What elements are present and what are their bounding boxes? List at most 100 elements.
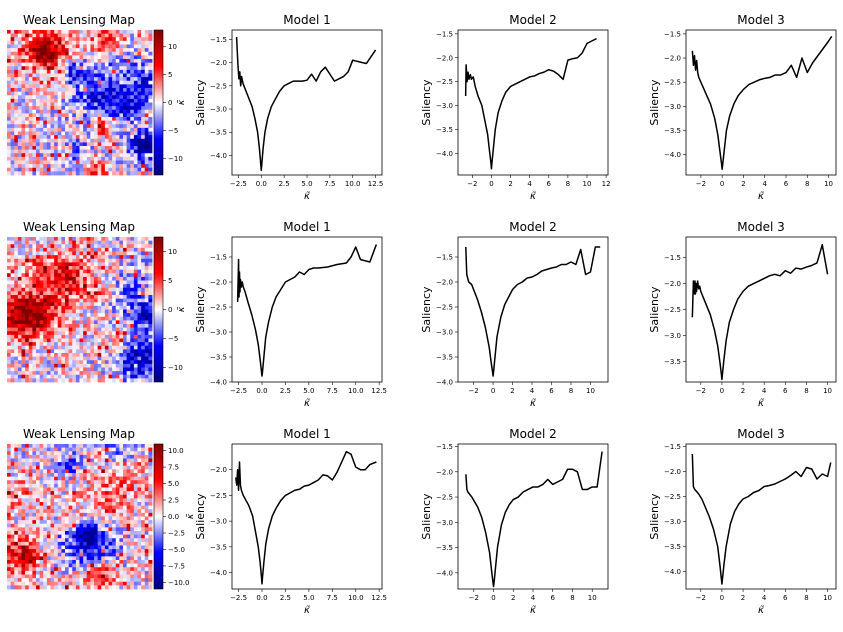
y-axis-label: Saliency: [420, 79, 433, 126]
y-tick-label: −1.5: [664, 443, 681, 451]
y-tick-label: −3.5: [436, 354, 453, 362]
x-tick-label: 2.5: [280, 594, 291, 602]
y-tick-label: −2.5: [436, 304, 453, 312]
x-tick-label: 6: [551, 594, 556, 602]
colorbar-tick-label: 0: [168, 99, 172, 107]
x-tick-label: 4: [762, 387, 767, 395]
y-axis-label: Saliency: [194, 79, 207, 126]
x-axis-label: κ̃: [530, 397, 536, 409]
plot-axes: [231, 29, 383, 176]
plot-axes: [457, 236, 609, 383]
plot-title: Model 1: [283, 427, 330, 441]
y-tick-label: −2.5: [436, 78, 453, 86]
colorbar-tick-label: 10.0: [168, 447, 184, 455]
x-tick-label: 0.0: [256, 387, 267, 395]
x-tick-label: −2: [468, 387, 478, 395]
colorbar: [153, 29, 164, 176]
y-tick-label: −2.0: [436, 279, 453, 287]
plot-axes: [457, 29, 609, 176]
x-tick-label: 8: [805, 180, 809, 188]
x-tick-label: 10.0: [348, 387, 364, 395]
x-tick-label: 8: [569, 387, 573, 395]
y-tick-label: −3.0: [664, 518, 681, 526]
colorbar-tick-label: −5.0: [168, 546, 185, 554]
x-tick-label: 2: [741, 594, 745, 602]
x-tick-label: 8: [804, 594, 808, 602]
x-tick-label: 0: [720, 180, 724, 188]
y-tick-label: −2.5: [210, 304, 227, 312]
map-title: Weak Lensing Map: [23, 13, 135, 27]
saliency-line: [236, 244, 378, 377]
saliency-line: [691, 453, 832, 585]
x-axis-label: κ̃: [758, 397, 764, 409]
y-axis-label: Saliency: [648, 493, 661, 540]
y-tick-label: −2.0: [664, 55, 681, 63]
y-tick-label: −2.5: [664, 306, 681, 314]
x-tick-label: 2: [508, 180, 512, 188]
x-tick-label: −2.5: [230, 594, 247, 602]
saliency-line: [691, 244, 829, 381]
y-tick-label: −1.5: [664, 30, 681, 38]
colorbar-tick-label: −5: [168, 127, 178, 135]
x-tick-label: −2.5: [230, 180, 247, 188]
y-tick-label: −4.0: [436, 150, 453, 158]
x-tick-label: −2: [696, 387, 706, 395]
x-axis-label: κ̃: [758, 190, 764, 202]
saliency-panel-model-2: Model 2 −2 0 2 4 6 8 10 −1.5 −2.0 −2.5 −3.0 −3.5 −4.0…: [420, 220, 609, 409]
colorbar-tick-label: −10: [168, 155, 183, 163]
x-tick-label: 10: [824, 180, 833, 188]
y-tick-label: −1.5: [210, 254, 227, 262]
y-axis-label: Saliency: [194, 286, 207, 333]
map-title: Weak Lensing Map: [23, 220, 135, 234]
x-tick-label: 2: [741, 180, 745, 188]
x-axis-label: κ̃: [530, 190, 536, 202]
y-axis-label: Saliency: [648, 286, 661, 333]
x-tick-label: −2: [467, 180, 477, 188]
x-tick-label: 4: [531, 594, 536, 602]
y-tick-label: −3.0: [664, 332, 681, 340]
x-tick-label: 7.5: [327, 387, 338, 395]
colorbar-tick-label: 10: [168, 43, 177, 51]
plot-axes: [685, 443, 837, 590]
y-tick-label: −3.0: [436, 102, 453, 110]
x-tick-label: 2: [741, 387, 745, 395]
x-tick-label: 4: [530, 387, 535, 395]
y-tick-label: −1.5: [210, 36, 227, 44]
x-tick-label: 10.0: [348, 594, 364, 602]
y-tick-label: −2.5: [210, 492, 227, 500]
y-tick-label: −1.5: [436, 254, 453, 262]
colorbar-tick-label: 5.0: [168, 480, 179, 488]
x-tick-label: 0: [720, 387, 724, 395]
x-tick-label: 6: [783, 594, 788, 602]
x-tick-label: 10: [588, 594, 597, 602]
colorbar-tick-label: −2.5: [168, 529, 185, 537]
colorbar-tick-label: 0: [168, 306, 172, 314]
saliency-line: [465, 451, 603, 588]
x-tick-label: 10: [586, 387, 595, 395]
x-tick-label: −2: [696, 180, 706, 188]
y-tick-label: −3.0: [210, 329, 227, 337]
x-tick-label: 7.5: [324, 180, 335, 188]
y-tick-label: −3.5: [436, 544, 453, 552]
weak-lensing-map-panel: Weak Lensing Map 10.0 7.5 5.0 2.5 0.0 −2.5 −5.0…: [7, 427, 196, 590]
colorbar: [153, 236, 164, 383]
plot-title: Model 2: [509, 220, 556, 234]
y-tick-label: −4.0: [210, 379, 227, 387]
y-axis-label: Saliency: [420, 286, 433, 333]
saliency-line: [465, 246, 601, 377]
y-tick-label: −3.5: [664, 543, 681, 551]
x-axis-label: κ̃: [304, 604, 310, 616]
x-tick-label: 6: [547, 180, 552, 188]
saliency-panel-model-1: Model 1 −2.5 0.0 2.5 5.0 7.5 10.0 12.5 −1.5 −2.0 −…: [194, 220, 387, 409]
x-tick-label: −2: [696, 594, 706, 602]
saliency-line: [235, 450, 377, 585]
x-tick-label: 12.5: [368, 180, 384, 188]
x-tick-label: 0.0: [256, 594, 267, 602]
plot-title: Model 1: [283, 220, 330, 234]
y-tick-label: −4.0: [210, 152, 227, 160]
x-tick-label: 5.0: [303, 594, 314, 602]
x-tick-label: 5.0: [303, 387, 314, 395]
x-tick-label: 4: [527, 180, 532, 188]
colorbar-label: κ̃: [177, 99, 187, 105]
